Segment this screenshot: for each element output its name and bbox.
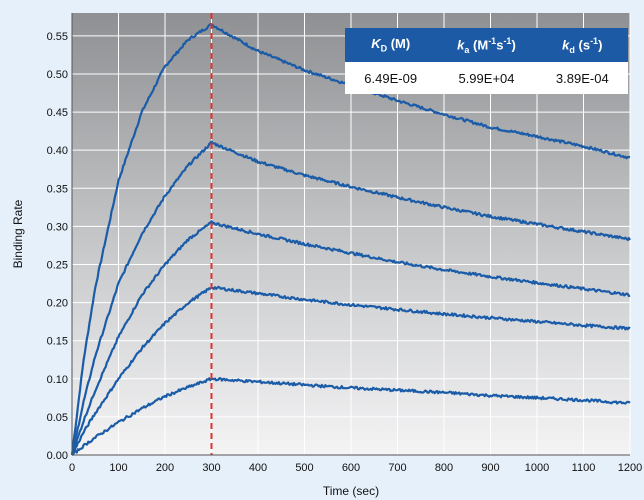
- x-tick-label: 0: [69, 462, 75, 474]
- kd-equilibrium-value: 6.49E-09: [364, 70, 418, 86]
- series-line-4: [70, 285, 631, 456]
- y-tick-label: 0.35: [47, 183, 68, 195]
- y-tick-label: 0.00: [47, 450, 68, 462]
- ka-symbol: k: [457, 36, 465, 52]
- x-tick-label: 1200: [618, 462, 642, 474]
- kdiss-header: kd (s-1): [536, 28, 628, 62]
- kinetics-table: KD (M) ka (M-1s-1) kd (s-1) 6.49E-09 5.9…: [345, 28, 628, 94]
- y-axis-title: Binding Rate: [11, 199, 25, 268]
- series-line-3: [70, 220, 631, 456]
- ka-header: ka (M-1s-1): [436, 28, 537, 62]
- ka-value: 5.99E+04: [458, 70, 515, 86]
- kdiss-value: 3.89E-04: [555, 70, 609, 86]
- series-line-5: [71, 377, 631, 456]
- kinetics-table-header: KD (M) ka (M-1s-1) kd (s-1): [345, 28, 628, 62]
- x-tick-label: 600: [342, 462, 360, 474]
- x-tick-label: 700: [388, 462, 406, 474]
- y-tick-label: 0.20: [47, 298, 68, 310]
- ka-unit-post: ): [511, 36, 516, 52]
- x-axis-title: Time (sec): [323, 484, 379, 498]
- kdiss-unit-sup: -1: [590, 35, 599, 46]
- x-tick-label: 1100: [572, 462, 596, 474]
- kd-symbol: K: [371, 36, 381, 52]
- x-tick-label: 300: [202, 462, 220, 474]
- y-tick-label: 0.40: [47, 145, 68, 157]
- y-tick-label: 0.15: [47, 336, 68, 348]
- ka-subscript: a: [464, 44, 470, 55]
- y-tick-label: 0.05: [47, 412, 68, 424]
- kdiss-unit-pre: (s: [574, 36, 591, 52]
- kdiss-unit-post: ): [598, 36, 603, 52]
- kinetics-table-row: 6.49E-09 5.99E+04 3.89E-04: [345, 62, 628, 94]
- ka-unit-pre: (M: [469, 36, 489, 52]
- x-tick-label: 1000: [525, 462, 549, 474]
- x-tick-label: 500: [295, 462, 313, 474]
- ka-unit-sup2: -1: [503, 35, 512, 46]
- y-tick-label: 0.10: [47, 374, 68, 386]
- x-tick-label: 800: [435, 462, 453, 474]
- axis-ticks: 0 100 200 300 400 500 600 700 800 900 1000 1100 1200…: [47, 13, 642, 474]
- ka-unit-mid: s: [496, 36, 504, 52]
- x-tick-label: 100: [109, 462, 127, 474]
- kd-subscript: D: [380, 43, 388, 54]
- x-tick-label: 900: [481, 462, 499, 474]
- kd-equilibrium-header: KD (M): [345, 28, 437, 62]
- x-tick-label: 400: [249, 462, 267, 474]
- y-tick-label: 0.30: [47, 221, 68, 233]
- kd-unit: (M): [387, 36, 411, 52]
- kdiss-symbol: k: [562, 36, 570, 52]
- y-tick-label: 0.50: [47, 69, 68, 81]
- kdiss-subscript: d: [569, 44, 575, 55]
- series-line-2: [70, 140, 631, 456]
- y-tick-label: 0.25: [47, 259, 68, 271]
- ka-unit-sup1: -1: [488, 35, 497, 46]
- y-tick-label: 0.55: [47, 31, 68, 43]
- y-tick-label: 0.45: [47, 107, 68, 119]
- x-tick-label: 200: [156, 462, 174, 474]
